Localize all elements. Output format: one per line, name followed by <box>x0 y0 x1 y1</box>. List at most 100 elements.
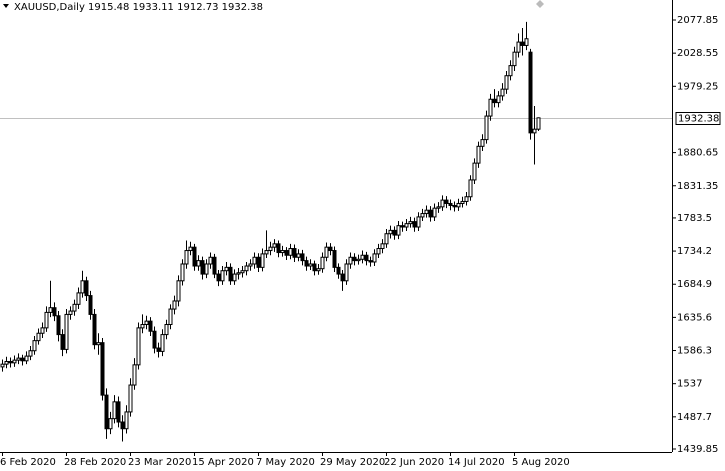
candle-body <box>76 292 81 305</box>
candle-body <box>484 115 489 141</box>
candle-body <box>120 421 125 430</box>
candle-body <box>452 204 457 208</box>
candle-body <box>16 357 21 361</box>
candle-body <box>272 243 277 248</box>
candle-body <box>224 266 229 272</box>
candle-body <box>516 41 521 53</box>
y-tick-label: 1684.9 <box>677 279 712 290</box>
candle-body <box>324 246 329 258</box>
candle-body <box>260 253 265 268</box>
candle-body <box>236 272 241 275</box>
candle-body <box>456 202 461 208</box>
candle-body <box>256 256 261 268</box>
candle-body <box>12 359 17 364</box>
candle-body <box>412 221 417 228</box>
candle-body <box>360 254 365 260</box>
candle-body <box>148 320 153 332</box>
candle-body <box>336 266 341 275</box>
candle-body <box>72 303 77 312</box>
candle-body <box>460 200 465 204</box>
candle-body <box>500 88 505 97</box>
candle-body <box>364 254 369 262</box>
candle-body <box>400 225 405 228</box>
bid-label-box <box>675 112 721 125</box>
candle-body <box>420 213 425 218</box>
y-tick-label: 1487.7 <box>677 412 712 423</box>
bid-label: 1932.38 <box>678 114 719 125</box>
candle-body <box>368 260 373 263</box>
candle-body <box>316 268 321 272</box>
candle-body <box>520 41 525 46</box>
candle-body <box>492 98 497 104</box>
candle-body <box>140 324 145 329</box>
candle-body <box>188 246 193 252</box>
candle-body <box>344 263 349 282</box>
x-tick-label: 22 Jun 2020 <box>384 457 444 468</box>
candle-body <box>468 179 473 198</box>
x-tick-label: 28 Feb 2020 <box>64 457 126 468</box>
candle-body <box>472 162 477 181</box>
candle-body <box>116 401 121 423</box>
candle-body <box>228 266 233 282</box>
candle-body <box>8 360 13 364</box>
candle-body <box>32 340 37 352</box>
candle-body <box>108 418 113 430</box>
candle-body <box>36 332 41 342</box>
candle-body <box>508 65 513 77</box>
candle-body <box>0 363 5 368</box>
candle-body <box>404 223 409 228</box>
candle-body <box>204 263 209 275</box>
candle-body <box>184 250 189 265</box>
candle-body <box>384 233 389 245</box>
x-tick-label: 29 May 2020 <box>320 457 385 468</box>
candle-body <box>152 330 157 349</box>
candle-body <box>100 342 105 396</box>
x-tick-label: 7 May 2020 <box>256 457 315 468</box>
candle-body <box>40 327 45 334</box>
x-tick-label: 23 Mar 2020 <box>128 457 191 468</box>
candle-body <box>532 128 537 134</box>
candle-body <box>132 364 137 386</box>
candle-body <box>20 357 25 362</box>
candle-body <box>488 98 493 117</box>
candle-body <box>396 225 401 236</box>
candle-body <box>320 256 325 270</box>
candle-body <box>48 307 53 313</box>
candle-body <box>248 263 253 267</box>
candle-body <box>464 196 469 202</box>
y-tick-label: 1635.6 <box>677 312 712 323</box>
candle-body <box>192 246 197 267</box>
candle-body <box>164 324 169 336</box>
candle-body <box>112 401 117 420</box>
x-tick-label: 14 Jul 2020 <box>448 457 505 468</box>
candle-body <box>284 250 289 256</box>
candle-body <box>496 95 501 104</box>
candle-body <box>216 273 221 282</box>
candle-body <box>408 221 413 225</box>
candle-body <box>356 258 361 262</box>
candle-body <box>352 256 357 262</box>
candle-body <box>372 253 377 263</box>
menu-triangle[interactable] <box>3 4 9 8</box>
candle-body <box>296 253 301 258</box>
candle-body <box>340 273 345 282</box>
x-tick-label: 15 Apr 2020 <box>192 457 254 468</box>
y-tick-label: 1783.5 <box>677 213 712 224</box>
y-tick-label: 1439.85 <box>677 444 718 455</box>
candle-body <box>208 256 213 265</box>
candle-body <box>136 327 141 366</box>
candle-body <box>432 207 437 218</box>
candle-body <box>28 350 33 357</box>
candle-body <box>80 280 85 294</box>
candle-body <box>308 263 313 267</box>
candle-body <box>244 265 249 272</box>
candle-body <box>312 263 317 272</box>
candle-body <box>448 202 453 206</box>
candle-body <box>440 199 445 208</box>
x-tick-label: 6 Feb 2020 <box>0 457 56 468</box>
candle-body <box>348 256 353 265</box>
candle-body <box>168 308 173 326</box>
candle-body <box>252 256 257 265</box>
y-tick-label: 1734.2 <box>677 246 712 257</box>
